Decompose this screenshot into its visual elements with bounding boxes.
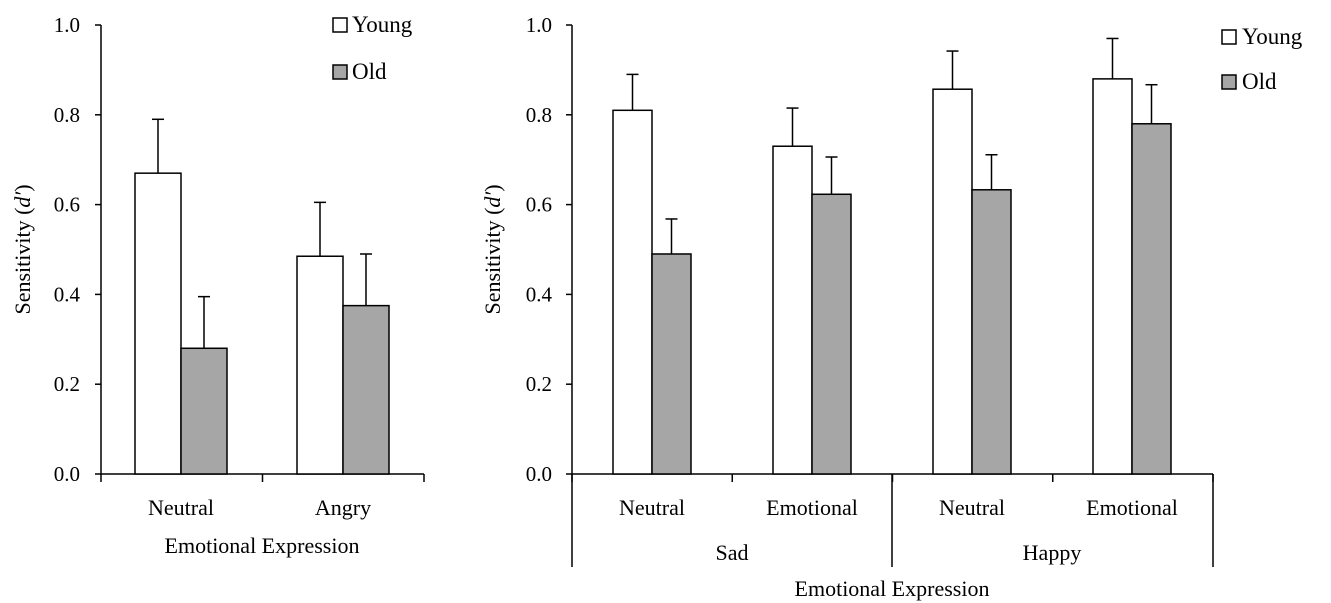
- bar-young: [134, 172, 182, 475]
- y-axis-title-suffix: ): [480, 184, 505, 191]
- y-axis-title: Sensitivity (d′): [10, 184, 35, 314]
- y-tick-label: 0.6: [526, 193, 552, 217]
- bar-young: [772, 145, 813, 475]
- bar-young: [1092, 78, 1133, 475]
- y-tick-label: 0.2: [526, 372, 552, 396]
- bar-old: [811, 193, 852, 475]
- y-tick-label: 0.2: [54, 372, 80, 396]
- bar-old: [180, 347, 228, 475]
- category-label: Neutral: [939, 495, 1005, 520]
- x-axis-title: Emotional Expression: [165, 533, 360, 558]
- legend-swatch-young: [332, 17, 348, 33]
- y-tick-label: 1.0: [526, 13, 552, 37]
- y-tick-label: 0.4: [526, 282, 553, 306]
- legend-swatch-old: [1221, 74, 1237, 90]
- y-axis-title: Sensitivity (d′): [480, 184, 505, 314]
- category-label: Neutral: [619, 495, 685, 520]
- x-axis-title: Emotional Expression: [795, 576, 990, 601]
- legend-swatch-old: [332, 64, 348, 80]
- legend-swatch-young: [1221, 29, 1237, 45]
- y-axis-title-italic: d′: [10, 191, 35, 208]
- y-tick-label: 0.0: [526, 462, 552, 486]
- bar-young: [932, 88, 973, 475]
- y-tick-label: 0.4: [54, 282, 81, 306]
- category-label: Angry: [315, 495, 371, 520]
- bar-young: [612, 109, 653, 475]
- y-axis-title-prefix: Sensitivity (: [480, 208, 505, 315]
- group-label: Sad: [716, 540, 749, 565]
- y-tick-label: 0.6: [54, 193, 80, 217]
- y-tick-label: 0.0: [54, 462, 80, 486]
- y-axis-title-suffix: ): [10, 184, 35, 191]
- chart-left: 0.0 0.2 0.4 0.6 0.8 1.0 Neutral Angry Emotional …: [10, 12, 425, 558]
- y-axis-title-italic: d′: [480, 191, 505, 208]
- bar-young: [296, 255, 344, 475]
- category-label: Emotional: [1086, 495, 1178, 520]
- bar-old: [1131, 123, 1172, 475]
- bar-old: [651, 253, 692, 475]
- group-label: Happy: [1023, 540, 1082, 565]
- chart-right: 0.0 0.2 0.4 0.6 0.8 1.0 Neutral Emotional Neutra…: [480, 13, 1303, 601]
- legend-label: Young: [1242, 24, 1303, 49]
- category-label: Neutral: [148, 495, 214, 520]
- legend-label: Old: [1242, 69, 1277, 94]
- y-tick-label: 1.0: [54, 13, 80, 37]
- bar-old: [342, 304, 390, 475]
- y-tick-label: 0.8: [526, 103, 552, 127]
- category-label: Emotional: [766, 495, 858, 520]
- legend-label: Old: [352, 59, 387, 84]
- y-tick-label: 0.8: [54, 103, 80, 127]
- bar-old: [971, 189, 1012, 475]
- legend-label: Young: [352, 12, 413, 37]
- y-axis-title-prefix: Sensitivity (: [10, 208, 35, 315]
